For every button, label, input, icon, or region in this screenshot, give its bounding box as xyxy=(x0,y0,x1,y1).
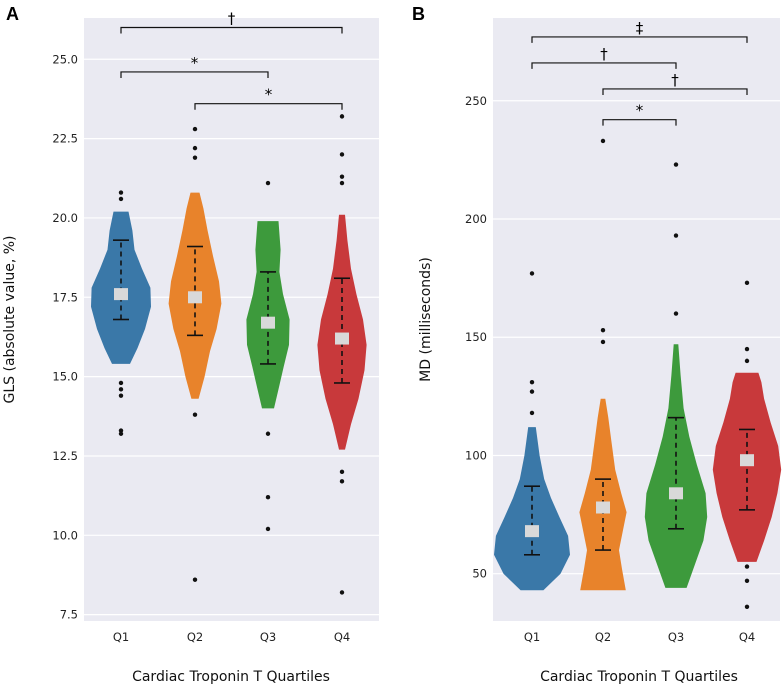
panel-b-letter: B xyxy=(412,4,425,24)
panel-a-y-axis-title: GLS (absolute value, %) xyxy=(2,236,18,404)
panel-b-outlier-point xyxy=(529,379,535,385)
panel-a-xtick-label: Q3 xyxy=(260,630,276,644)
panel-b-outlier-point xyxy=(744,280,750,286)
panel-a-outlier-point xyxy=(118,196,124,202)
panel-b-ytick-label: 100 xyxy=(465,448,487,462)
panel-b-significance-bracket xyxy=(531,36,748,43)
panel-a-outlier-point xyxy=(265,431,271,436)
panel-a-outlier-point xyxy=(339,180,345,186)
panel-a-outlier-point xyxy=(118,393,124,398)
panel-b-xtick-label: Q3 xyxy=(668,630,684,644)
panel-a-outlier-point xyxy=(192,577,198,582)
panel-b-significance-label: † xyxy=(671,71,679,89)
panel-a-xtick-label: Q1 xyxy=(113,630,129,644)
panel-b-outlier-point xyxy=(673,162,679,167)
panel-b-xtick-label: Q1 xyxy=(524,630,540,644)
panel-a-outlier-point xyxy=(118,431,124,436)
panel-b-outlier-point xyxy=(529,271,535,276)
panel-a-outlier-point xyxy=(339,590,345,595)
panel-b-xtick-label: Q4 xyxy=(739,630,755,644)
panel-a-outlier-point xyxy=(192,155,198,160)
panel-a-outlier-point xyxy=(118,190,124,195)
panel-a-median-marker-q1 xyxy=(114,288,128,301)
panel-b-ytick-label: 250 xyxy=(465,94,487,108)
panel-b-outlier-point xyxy=(744,564,750,569)
panel-b-median-marker-q3 xyxy=(669,487,683,500)
panel-b-outlier-point xyxy=(673,233,679,238)
panel-a-ytick-label: 15.0 xyxy=(52,370,78,384)
panel-a-ytick-label: 22.5 xyxy=(52,132,78,146)
panel-a-outlier-point xyxy=(192,412,198,417)
panel-b-outlier-point xyxy=(673,311,679,316)
panel-a-outlier-point xyxy=(118,387,124,392)
panel-a-outlier-point xyxy=(339,469,345,475)
panel-a-median-marker-q3 xyxy=(261,316,275,329)
panel-a-significance-label: * xyxy=(191,54,199,72)
panel-b-outlier-point xyxy=(600,327,606,333)
panel-b-group: B 50 100 150 200 250 Q1 Q2 Q3 Q4 Cardiac Troponin … xyxy=(412,4,782,685)
panel-a-median-marker-q4 xyxy=(335,332,349,345)
panel-b-median-marker-q4 xyxy=(740,454,754,467)
panel-a-significance-bracket xyxy=(120,71,269,78)
panel-b-outlier-point xyxy=(744,346,750,352)
panel-a-outlier-point xyxy=(339,152,345,157)
panel-a-group: A 7.5 10.0 12.5 15.0 17.5 20.0 22.5 25.0 Q1 Q2 Q3 Q4… xyxy=(2,4,379,685)
panel-a-outlier-point xyxy=(118,428,124,433)
panel-a-significance-label: † xyxy=(228,10,236,28)
panel-b-outlier-point xyxy=(529,389,535,394)
panel-b-outlier-point xyxy=(600,138,606,144)
panel-b-ytick-label: 200 xyxy=(465,212,487,226)
panel-a-outlier-point xyxy=(118,380,124,386)
panel-a-ytick-label: 12.5 xyxy=(52,449,78,463)
panel-a-significance-bracket xyxy=(120,26,343,34)
panel-a-significance-bracket xyxy=(194,103,343,110)
panel-a-outlier-point xyxy=(265,526,271,532)
panel-a-outlier-point xyxy=(192,145,198,151)
panel-a-violin-q4 xyxy=(317,214,367,450)
panel-b-outlier-point xyxy=(529,410,535,416)
panel-b-ytick-label: 150 xyxy=(465,330,487,344)
panel-b-x-axis-title: Cardiac Troponin T Quartiles xyxy=(540,669,738,685)
panel-a-outlier-point xyxy=(192,126,198,132)
panel-a-ytick-label: 7.5 xyxy=(60,608,78,622)
panel-b-outlier-point xyxy=(744,358,750,364)
panel-a-ytick-label: 20.0 xyxy=(52,211,78,225)
panel-b-violin-q3 xyxy=(644,344,708,588)
panel-b-significance-bracket xyxy=(602,119,677,126)
panel-b-xtick-label: Q2 xyxy=(595,630,611,644)
panel-b-y-axis-title: MD (milliseconds) xyxy=(418,257,434,382)
panel-a-outlier-point xyxy=(339,114,345,119)
panel-a-median-marker-q2 xyxy=(188,291,202,304)
panel-a-outlier-point xyxy=(265,495,271,500)
panel-b-ytick-label: 50 xyxy=(472,567,487,581)
panel-a-ytick-label: 10.0 xyxy=(52,528,78,542)
panel-a-outlier-point xyxy=(339,479,345,484)
panel-b-significance-bracket xyxy=(602,88,748,95)
panel-b-significance-bracket xyxy=(531,62,677,69)
panel-a-significance-label: * xyxy=(265,86,273,104)
panel-a-xtick-label: Q4 xyxy=(334,630,350,644)
panel-b-median-marker-q2 xyxy=(596,501,610,514)
panel-b-median-marker-q1 xyxy=(525,525,539,538)
panel-a-ytick-label: 17.5 xyxy=(52,290,78,304)
panel-b-significance-label: ‡ xyxy=(636,19,644,37)
panel-a-xtick-label: Q2 xyxy=(187,630,203,644)
panel-b-outlier-point xyxy=(600,339,606,345)
panel-a-outlier-point xyxy=(265,180,271,186)
panel-a-letter: A xyxy=(6,4,19,24)
panel-b-violin-q4 xyxy=(712,372,782,562)
panel-b-significance-label: † xyxy=(600,45,608,63)
panel-a-ytick-label: 25.0 xyxy=(52,52,78,66)
panel-a-x-axis-title: Cardiac Troponin T Quartiles xyxy=(132,669,330,685)
panel-b-significance-label: * xyxy=(636,102,644,120)
panel-b-outlier-point xyxy=(744,604,750,610)
panel-a-outlier-point xyxy=(339,174,345,179)
panel-b-outlier-point xyxy=(744,578,750,583)
